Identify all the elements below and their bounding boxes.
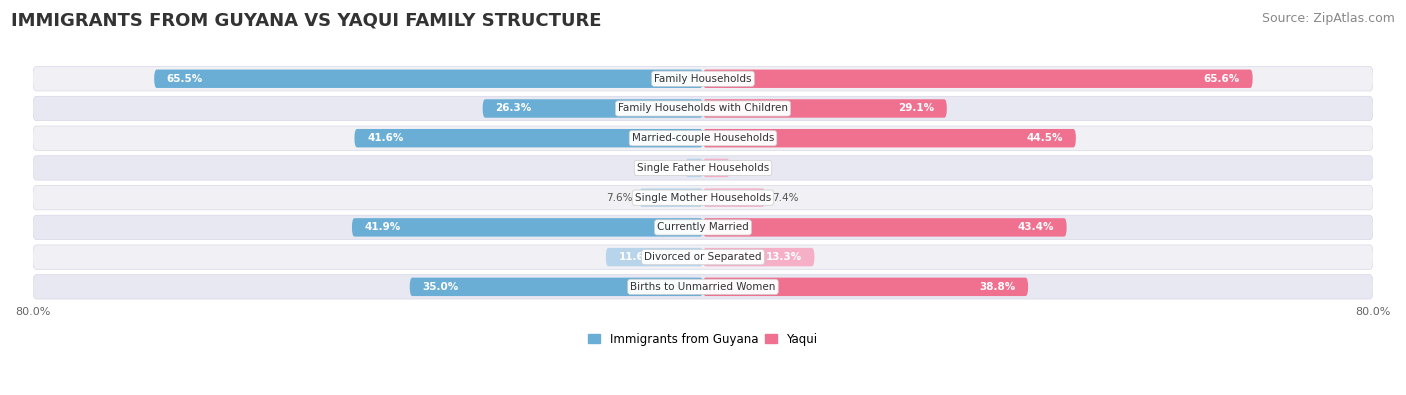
FancyBboxPatch shape — [703, 159, 730, 177]
Text: 26.3%: 26.3% — [495, 103, 531, 113]
FancyBboxPatch shape — [703, 99, 946, 118]
FancyBboxPatch shape — [32, 215, 1374, 240]
Text: Source: ZipAtlas.com: Source: ZipAtlas.com — [1261, 12, 1395, 25]
Text: 11.6%: 11.6% — [619, 252, 655, 262]
Legend: Immigrants from Guyana, Yaqui: Immigrants from Guyana, Yaqui — [583, 328, 823, 350]
FancyBboxPatch shape — [32, 67, 1374, 91]
FancyBboxPatch shape — [703, 278, 1028, 296]
FancyBboxPatch shape — [32, 186, 1374, 210]
Text: IMMIGRANTS FROM GUYANA VS YAQUI FAMILY STRUCTURE: IMMIGRANTS FROM GUYANA VS YAQUI FAMILY S… — [11, 12, 602, 30]
FancyBboxPatch shape — [703, 188, 765, 207]
FancyBboxPatch shape — [606, 248, 703, 266]
Text: 43.4%: 43.4% — [1018, 222, 1054, 232]
Text: Divorced or Separated: Divorced or Separated — [644, 252, 762, 262]
Text: Births to Unmarried Women: Births to Unmarried Women — [630, 282, 776, 292]
FancyBboxPatch shape — [703, 218, 1067, 237]
FancyBboxPatch shape — [32, 96, 1374, 120]
FancyBboxPatch shape — [409, 278, 703, 296]
Text: Family Households with Children: Family Households with Children — [619, 103, 787, 113]
Text: 65.6%: 65.6% — [1204, 74, 1240, 84]
FancyBboxPatch shape — [32, 126, 1374, 150]
Text: 35.0%: 35.0% — [422, 282, 458, 292]
Text: 2.1%: 2.1% — [652, 163, 679, 173]
FancyBboxPatch shape — [703, 129, 1076, 147]
Text: 65.5%: 65.5% — [167, 74, 202, 84]
Text: 3.2%: 3.2% — [737, 163, 763, 173]
Text: Currently Married: Currently Married — [657, 222, 749, 232]
Text: 29.1%: 29.1% — [898, 103, 934, 113]
FancyBboxPatch shape — [32, 275, 1374, 299]
Text: 38.8%: 38.8% — [980, 282, 1015, 292]
FancyBboxPatch shape — [703, 70, 1253, 88]
Text: 41.6%: 41.6% — [367, 133, 404, 143]
Text: Single Mother Households: Single Mother Households — [636, 193, 770, 203]
Text: 13.3%: 13.3% — [766, 252, 801, 262]
FancyBboxPatch shape — [352, 218, 703, 237]
FancyBboxPatch shape — [155, 70, 703, 88]
Text: 7.6%: 7.6% — [606, 193, 633, 203]
FancyBboxPatch shape — [685, 159, 703, 177]
FancyBboxPatch shape — [32, 245, 1374, 269]
FancyBboxPatch shape — [482, 99, 703, 118]
Text: 44.5%: 44.5% — [1026, 133, 1063, 143]
Text: Single Father Households: Single Father Households — [637, 163, 769, 173]
FancyBboxPatch shape — [703, 248, 814, 266]
FancyBboxPatch shape — [640, 188, 703, 207]
FancyBboxPatch shape — [354, 129, 703, 147]
FancyBboxPatch shape — [32, 156, 1374, 180]
Text: Family Households: Family Households — [654, 74, 752, 84]
Text: Married-couple Households: Married-couple Households — [631, 133, 775, 143]
Text: 7.4%: 7.4% — [772, 193, 799, 203]
Text: 41.9%: 41.9% — [364, 222, 401, 232]
